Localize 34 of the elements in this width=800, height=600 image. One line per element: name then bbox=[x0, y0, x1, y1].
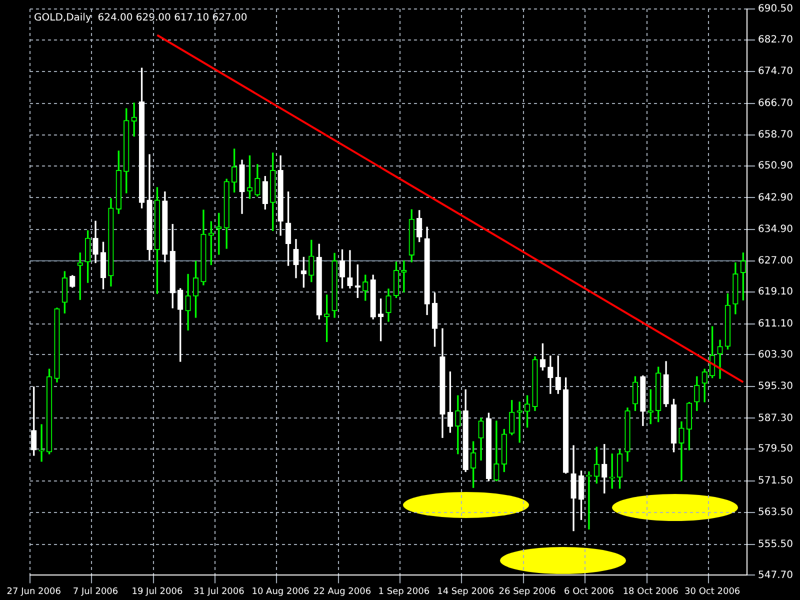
x-tick-label: 14 Sep 2006 bbox=[437, 586, 494, 597]
y-tick-label: 682.70 bbox=[758, 34, 794, 46]
x-tick-label: 19 Jul 2006 bbox=[132, 586, 183, 597]
candlestick bbox=[516, 402, 522, 443]
y-tick-label: 634.90 bbox=[758, 224, 794, 236]
y-tick-label: 619.10 bbox=[758, 286, 794, 298]
x-tick-label: 27 Jun 2006 bbox=[6, 586, 62, 597]
y-tick-label: 642.90 bbox=[758, 192, 794, 204]
candlestick bbox=[347, 250, 353, 288]
x-tick-label: 1 Sep 2006 bbox=[378, 586, 430, 597]
x-tick-label: 7 Jul 2006 bbox=[72, 586, 118, 597]
y-tick-label: 658.70 bbox=[758, 130, 794, 141]
x-tick-label: 22 Aug 2006 bbox=[313, 586, 372, 597]
y-tick-label: 611.10 bbox=[758, 318, 794, 330]
y-tick-label: 690.50 bbox=[758, 4, 794, 15]
y-tick-label: 555.50 bbox=[758, 538, 794, 550]
y-tick-label: 674.70 bbox=[758, 66, 794, 78]
x-tick-label: 31 Jul 2006 bbox=[193, 586, 245, 597]
y-tick-label: 595.30 bbox=[758, 381, 794, 392]
y-tick-label: 650.90 bbox=[758, 160, 794, 172]
y-tick-label: 603.30 bbox=[758, 349, 794, 360]
chart-title: GOLD,Daily 624.00 629.00 617.10 627.00 bbox=[34, 12, 248, 24]
x-tick-label: 10 Aug 2006 bbox=[252, 586, 310, 597]
y-tick-label: 579.50 bbox=[758, 444, 794, 455]
x-tick-label: 18 Oct 2006 bbox=[622, 586, 679, 597]
y-tick-label: 571.50 bbox=[758, 475, 794, 486]
y-tick-label: 627.00 bbox=[758, 255, 794, 266]
x-tick-label: 30 Oct 2006 bbox=[684, 586, 740, 597]
y-tick-label: 547.70 bbox=[758, 570, 794, 581]
x-tick-label: 26 Sep 2006 bbox=[498, 586, 556, 597]
y-tick-label: 587.30 bbox=[758, 412, 794, 424]
y-tick-label: 563.50 bbox=[758, 507, 794, 518]
x-tick-label: 6 Oct 2006 bbox=[564, 586, 614, 597]
y-tick-label: 666.70 bbox=[758, 98, 794, 109]
